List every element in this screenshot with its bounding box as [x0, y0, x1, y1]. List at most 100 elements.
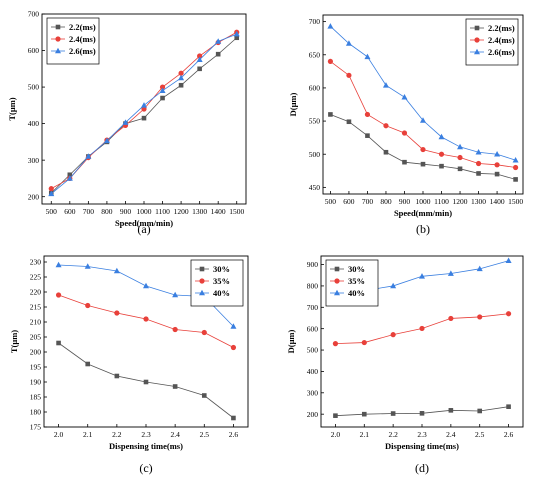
x-tick-label: 1300	[192, 207, 207, 216]
data-point	[328, 112, 333, 117]
chart-panel-a: 500 600 700 800 900 1000 1100 1200 1300 1400 1500 2…	[7, 10, 247, 236]
legend-marker	[199, 278, 205, 284]
panel-label: (c)	[139, 461, 152, 475]
legend-label: 2.4(ms)	[69, 34, 96, 44]
data-point	[438, 133, 445, 140]
legend-marker	[55, 47, 61, 54]
y-tick-label: 400	[307, 367, 319, 376]
data-point	[476, 265, 483, 272]
data-point	[84, 263, 91, 269]
y-axis-title: T(μm)	[9, 330, 19, 353]
y-tick-label: 600	[28, 46, 40, 55]
data-point	[457, 154, 463, 161]
data-point	[143, 379, 149, 385]
data-point	[141, 102, 147, 108]
data-point	[382, 82, 389, 88]
series-line	[330, 114, 516, 180]
data-point	[419, 411, 425, 416]
data-point	[401, 130, 408, 136]
data-point	[230, 344, 237, 351]
data-point	[402, 159, 407, 165]
y-tick-label: 185	[30, 393, 42, 402]
data-point	[332, 341, 339, 347]
x-tick-label: 900	[120, 207, 132, 216]
x-tick-label: 2.2	[112, 430, 122, 439]
data-point	[494, 162, 500, 168]
data-point	[114, 373, 120, 379]
data-point	[512, 164, 519, 171]
legend-label: 35%	[348, 276, 365, 286]
y-tick-label: 230	[30, 258, 42, 267]
data-point	[333, 413, 338, 418]
x-tick-label: 1100	[155, 207, 170, 216]
data-point	[48, 190, 55, 197]
y-tick-label: 550	[309, 117, 321, 126]
data-point	[141, 106, 147, 112]
data-point	[477, 314, 483, 320]
data-point	[48, 186, 54, 192]
data-point	[419, 325, 425, 332]
x-tick-label: 1400	[211, 207, 226, 216]
data-point	[85, 302, 91, 309]
data-point	[197, 66, 202, 72]
legend-label: 40%	[213, 288, 230, 298]
chart-panel-d: 2.0 2.1 2.2 2.3 2.4 2.5 2.6 200 300 400 500 600 700 8…	[286, 255, 524, 475]
y-tick-label: 190	[30, 378, 42, 387]
data-point	[143, 282, 149, 289]
data-point	[103, 137, 110, 144]
x-tick-label: 700	[83, 207, 95, 216]
data-point	[172, 326, 178, 333]
data-point	[390, 282, 397, 289]
y-tick-label: 300	[28, 156, 40, 165]
data-point	[234, 35, 240, 41]
legend-label: 30%	[213, 264, 230, 274]
data-point	[178, 74, 185, 81]
data-point	[159, 87, 166, 94]
data-point	[361, 411, 367, 417]
series-2.6(ms)	[327, 23, 519, 163]
data-point	[196, 56, 203, 62]
panel-label: (d)	[415, 461, 429, 475]
data-point	[327, 58, 334, 65]
x-axis-title: Speed(mm/min)	[115, 218, 173, 228]
x-tick-label: 500	[46, 207, 58, 216]
x-tick-label: 800	[101, 207, 113, 216]
data-point	[390, 332, 396, 338]
data-point	[364, 53, 371, 60]
x-tick-label: 1200	[453, 197, 468, 206]
y-tick-label: 700	[309, 17, 321, 26]
x-tick-label: 2.2	[388, 430, 398, 439]
legend: 2.2(ms) 2.4(ms) 2.6(ms)	[465, 18, 519, 66]
data-point	[364, 111, 371, 118]
legend-marker	[199, 266, 205, 272]
data-point	[346, 72, 352, 78]
data-point	[448, 315, 454, 322]
y-tick-label: 450	[309, 183, 321, 192]
x-axis-title: Dispensing time(ms)	[385, 441, 459, 451]
data-point	[457, 143, 464, 150]
data-point	[197, 53, 203, 59]
x-tick-label: 2.5	[200, 430, 210, 439]
series-35%	[332, 311, 512, 347]
data-point	[143, 316, 149, 322]
data-point	[215, 51, 221, 57]
chart-panel-c: 2.0 2.1 2.2 2.3 2.4 2.5 2.6 175 180 185 190 195 200 2…	[9, 255, 249, 475]
x-tick-label: 800	[380, 197, 392, 206]
data-point	[438, 151, 445, 157]
data-point	[327, 23, 334, 29]
panel-label: (b)	[416, 222, 430, 236]
data-point	[475, 160, 482, 167]
data-point	[55, 261, 62, 268]
data-point	[439, 163, 444, 169]
x-tick-label: 1300	[471, 197, 486, 206]
legend: 30% 35% 40%	[190, 259, 244, 307]
legend-label: 2.4(ms)	[488, 35, 515, 45]
legend-label: 2.2(ms)	[69, 22, 96, 32]
legend-marker	[334, 289, 340, 296]
data-point	[390, 411, 396, 416]
x-tick-label: 1000	[137, 207, 152, 216]
data-point	[420, 161, 426, 167]
y-tick-label: 175	[30, 423, 42, 432]
legend: 30% 35% 40%	[325, 259, 379, 307]
legend-label: 35%	[213, 276, 230, 286]
